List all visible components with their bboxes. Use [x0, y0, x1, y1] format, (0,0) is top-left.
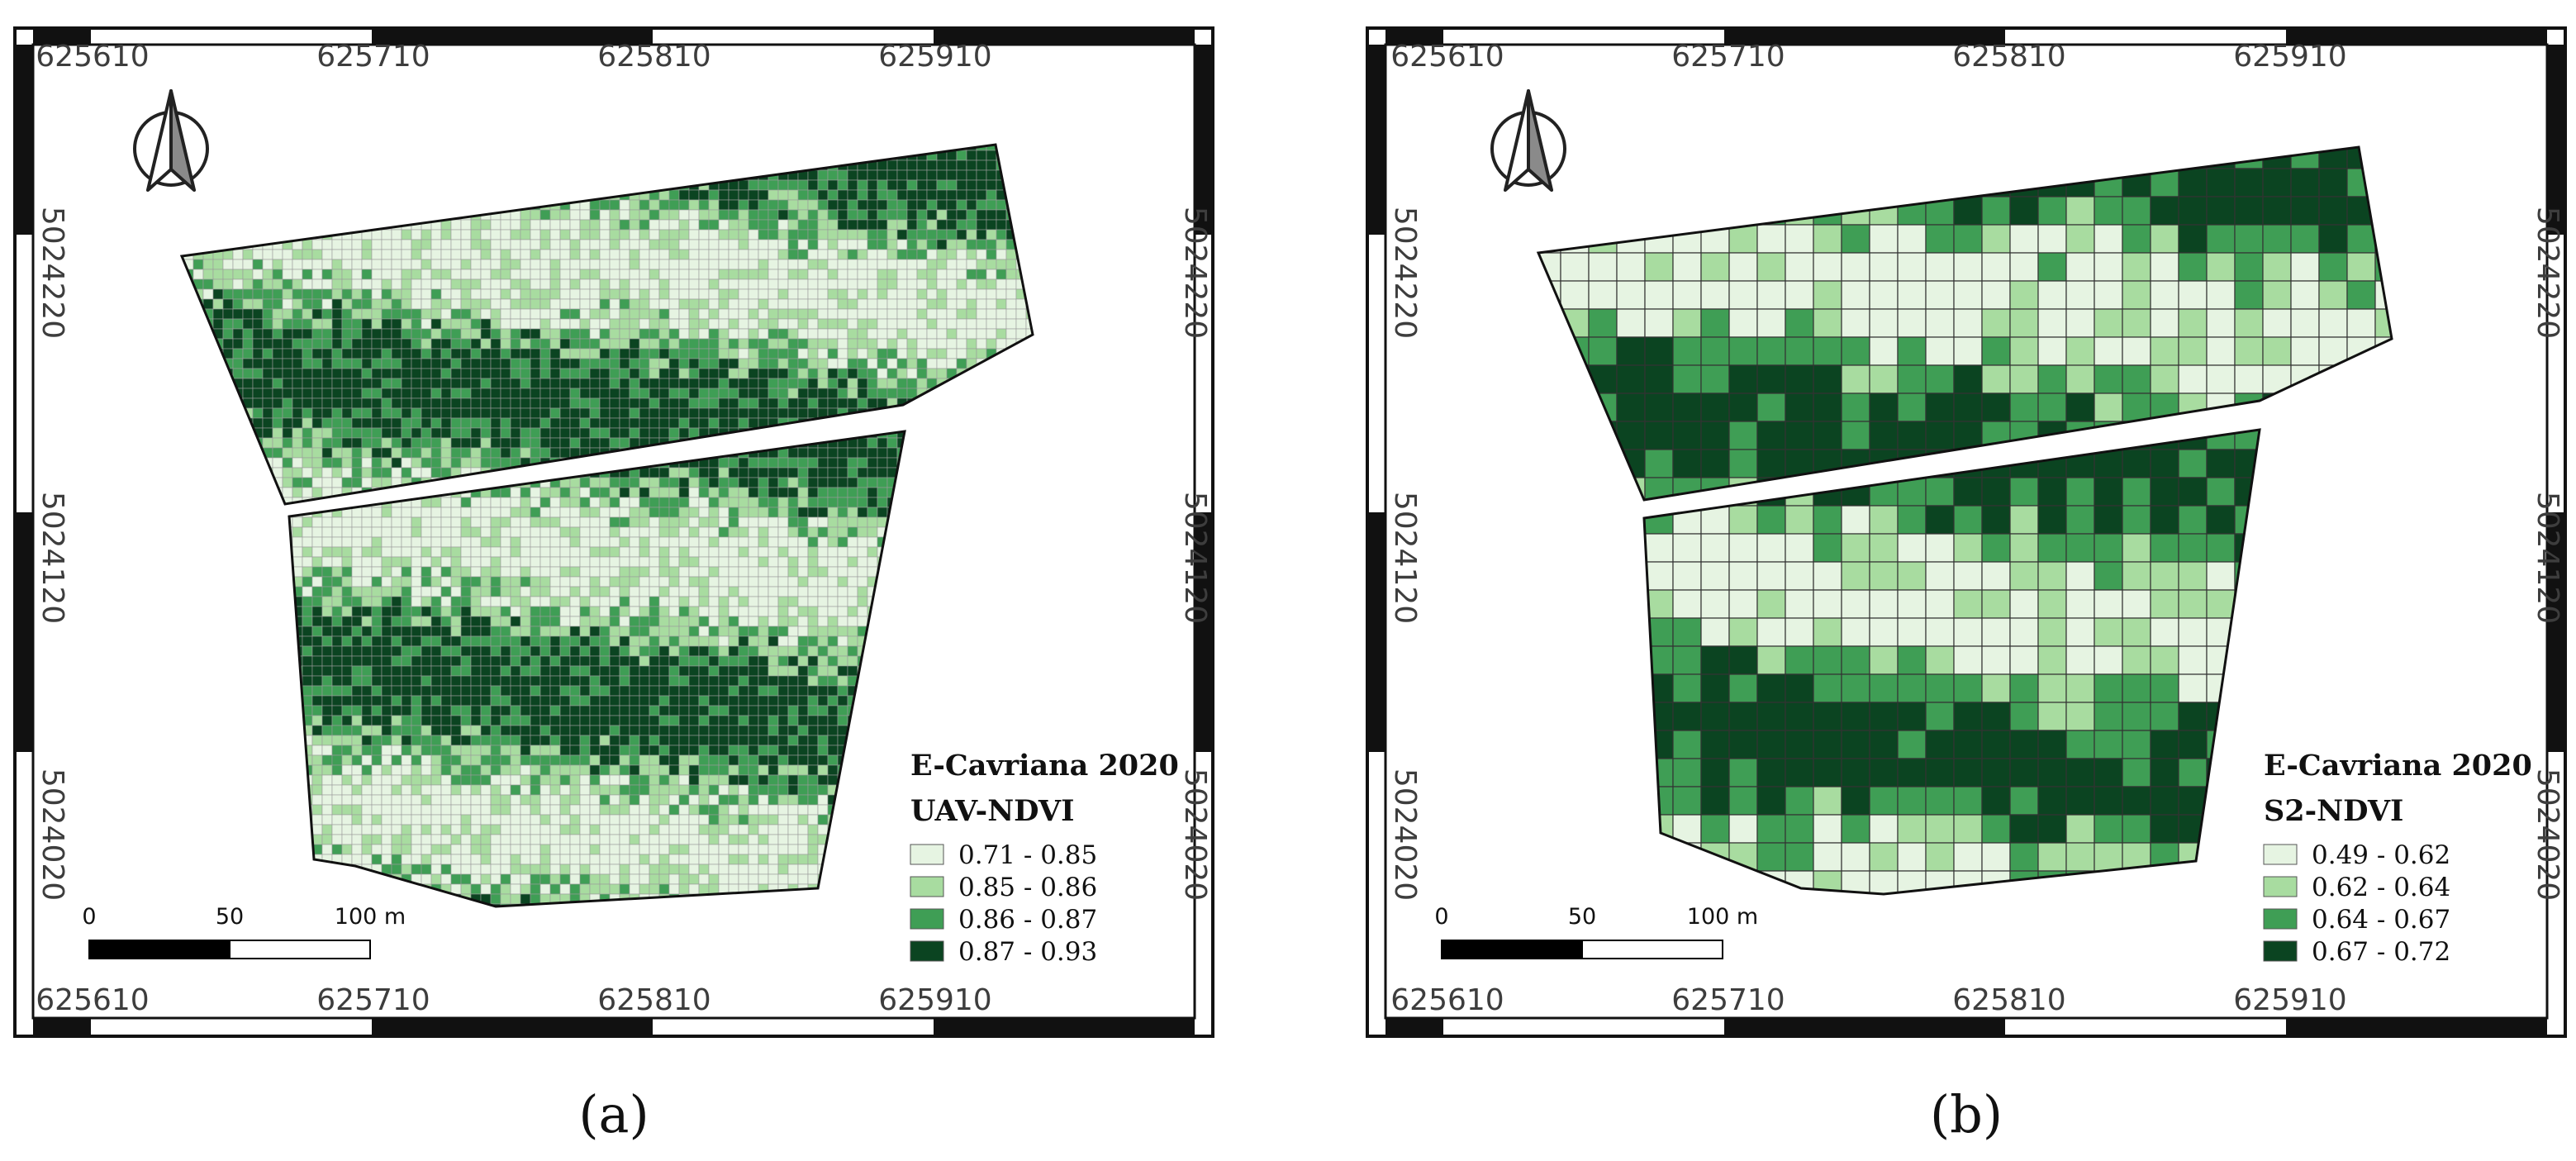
x-tick-top: 625810	[1952, 40, 2065, 74]
y-tick-left: 5024120	[36, 492, 69, 624]
legend-label: 0.87 - 0.93	[958, 937, 1097, 967]
legend-subtitle: S2-NDVI	[2264, 794, 2403, 828]
legend-swatch	[910, 844, 944, 865]
legend-swatch	[2263, 908, 2298, 930]
x-tick-top: 625910	[2233, 40, 2346, 74]
y-tick-left: 5024220	[36, 207, 69, 339]
legend-title: E-Cavriana 2020	[2264, 749, 2532, 783]
legend-swatch	[2263, 940, 2298, 962]
x-tick-top: 625710	[1671, 40, 1785, 74]
map-panel-a: 625610 625710 625810 625910 625610 62571…	[13, 26, 1214, 1038]
panel-caption: (b)	[1930, 1084, 2003, 1144]
scale-label: 50	[1568, 904, 1596, 930]
legend-label: 0.64 - 0.67	[2312, 905, 2450, 935]
scale-label: 100 m	[335, 904, 406, 930]
legend-swatch	[910, 940, 944, 962]
legend-swatch	[910, 908, 944, 930]
legend: E-Cavriana 2020 S2-NDVI 0.49 - 0.62 0.62…	[2263, 749, 2532, 967]
legend-label: 0.86 - 0.87	[958, 905, 1097, 935]
panel-caption: (a)	[578, 1084, 649, 1144]
y-tick-left: 5024220	[1388, 207, 1422, 339]
y-tick-right: 5024120	[2531, 492, 2564, 624]
y-tick-right: 5024020	[2531, 768, 2564, 901]
y-tick-left: 5024120	[1388, 492, 1422, 624]
legend-swatch	[2263, 844, 2298, 865]
x-tick-top: 625710	[316, 40, 430, 74]
scale-label: 100 m	[1687, 904, 1758, 930]
y-tick-left: 5024020	[1388, 768, 1422, 901]
frame-ticks	[1367, 28, 2565, 1036]
map-panel-b: 625610 625710 625810 625910 625610 62571…	[1366, 26, 2567, 1038]
x-tick-bottom: 625610	[36, 983, 149, 1017]
legend-label: 0.67 - 0.72	[2312, 937, 2450, 967]
legend-swatch	[2263, 876, 2298, 897]
scale-label: 0	[82, 904, 96, 930]
x-tick-top: 625610	[1390, 40, 1504, 74]
x-tick-bottom: 625810	[1952, 983, 2065, 1017]
scale-label: 0	[1434, 904, 1448, 930]
x-tick-bottom: 625910	[2233, 983, 2346, 1017]
legend-label: 0.49 - 0.62	[2312, 840, 2450, 870]
x-tick-bottom: 625910	[878, 983, 991, 1017]
legend-swatch	[910, 876, 944, 897]
legend: E-Cavriana 2020 UAV-NDVI 0.71 - 0.85 0.8…	[910, 749, 1179, 967]
legend-label: 0.85 - 0.86	[958, 873, 1097, 902]
y-tick-left: 5024020	[36, 768, 69, 901]
y-tick-right: 5024020	[1178, 768, 1212, 901]
frame-ticks	[15, 28, 1213, 1036]
scale-bar: 0 50 100 m	[1434, 904, 1758, 959]
x-tick-top: 625610	[36, 40, 149, 74]
x-tick-bottom: 625710	[316, 983, 430, 1017]
x-tick-bottom: 625710	[1671, 983, 1785, 1017]
y-tick-right: 5024120	[1178, 492, 1212, 624]
legend-subtitle: UAV-NDVI	[910, 794, 1074, 828]
legend-title: E-Cavriana 2020	[910, 749, 1179, 783]
legend-label: 0.71 - 0.85	[958, 840, 1097, 870]
x-tick-top: 625910	[878, 40, 991, 74]
legend-label: 0.62 - 0.64	[2312, 873, 2450, 902]
scale-bar: 0 50 100 m	[82, 904, 406, 959]
x-tick-bottom: 625610	[1390, 983, 1504, 1017]
y-tick-right: 5024220	[2531, 207, 2564, 339]
y-tick-right: 5024220	[1178, 207, 1212, 339]
x-tick-top: 625810	[597, 40, 711, 74]
scale-label: 50	[216, 904, 244, 930]
x-tick-bottom: 625810	[597, 983, 711, 1017]
